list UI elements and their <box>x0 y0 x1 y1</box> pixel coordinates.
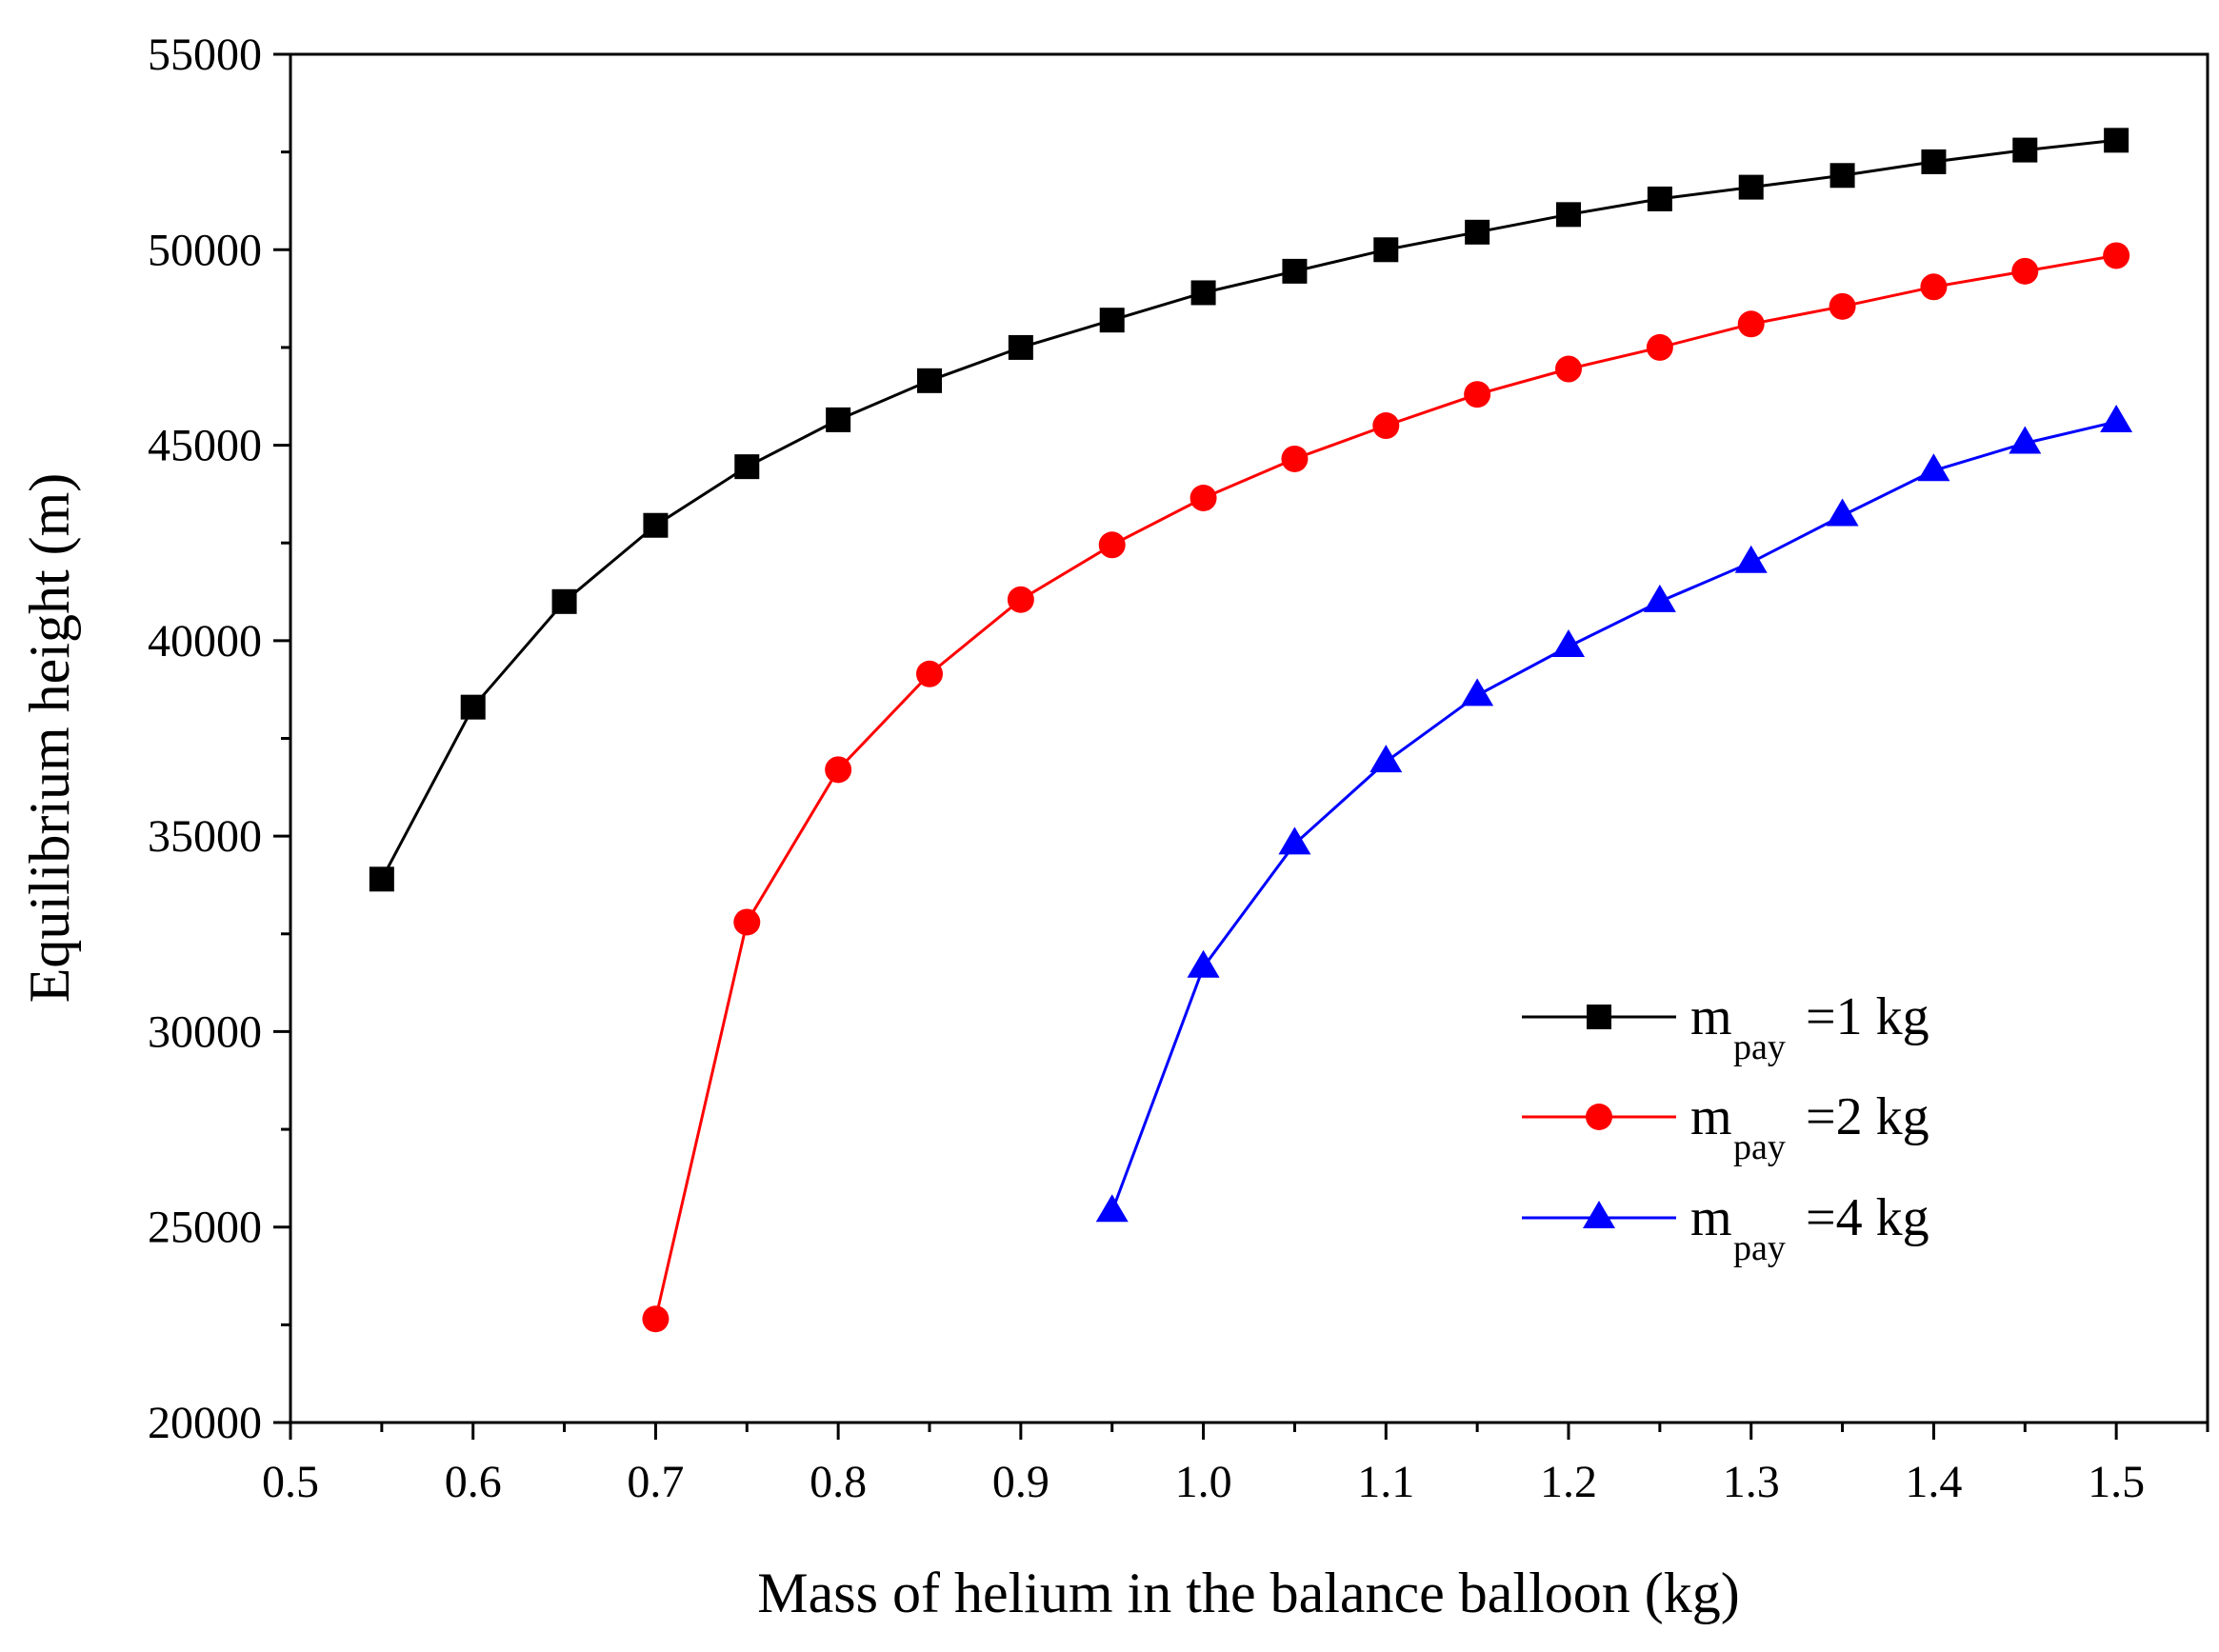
legend-label-value: =4 kg <box>1806 1188 1929 1247</box>
x-tick-label: 1.0 <box>1175 1457 1232 1507</box>
data-point <box>1829 292 1856 320</box>
series-layer <box>369 128 2133 1333</box>
data-point <box>2103 242 2130 269</box>
legend-label-subscript: pay <box>1733 1027 1786 1067</box>
x-tick-label: 1.2 <box>1540 1457 1597 1507</box>
data-point <box>916 660 943 687</box>
y-tick-label: 50000 <box>148 225 262 275</box>
data-point <box>643 512 669 538</box>
data-point <box>1187 949 1220 978</box>
y-tick-label: 35000 <box>148 811 262 862</box>
series-1 <box>369 128 2129 892</box>
data-point <box>551 588 577 614</box>
legend-label: m <box>1690 1188 1732 1247</box>
x-tick-label: 1.5 <box>2088 1457 2145 1507</box>
data-point <box>1278 826 1311 855</box>
data-point <box>1369 745 1403 773</box>
x-tick-label: 0.9 <box>992 1457 1050 1507</box>
legend-label: m <box>1690 1087 1732 1146</box>
y-tick-label: 30000 <box>148 1006 262 1057</box>
data-point <box>1465 219 1490 245</box>
data-point <box>1737 310 1765 338</box>
data-point <box>2009 426 2042 454</box>
x-tick-label: 0.7 <box>627 1457 684 1507</box>
data-point <box>1555 355 1582 383</box>
data-point <box>642 1305 670 1333</box>
data-point <box>1647 186 1672 211</box>
data-point <box>1281 445 1309 472</box>
data-point <box>369 866 394 892</box>
legend-marker <box>1587 1005 1611 1029</box>
x-axis: 0.5 0.6 0.7 0.8 0.9 1.0 1.1 1.2 1.3 1.4 1.5 <box>262 1423 2209 1507</box>
data-point <box>1373 237 1399 263</box>
data-point <box>1734 545 1768 573</box>
legend-label-subscript: pay <box>1733 1228 1786 1268</box>
data-point <box>1095 1194 1129 1223</box>
legend-label-subscript: pay <box>1733 1127 1786 1167</box>
data-point <box>1829 163 1855 189</box>
x-tick-label: 1.4 <box>1905 1457 1962 1507</box>
legend-marker <box>1586 1104 1612 1130</box>
data-point <box>2012 137 2038 163</box>
y-axis: 20000 25000 30000 35000 40000 45000 50000 55000 <box>148 30 290 1448</box>
legend-marker <box>1583 1201 1615 1229</box>
data-point <box>2011 257 2039 285</box>
legend-label: m <box>1690 987 1732 1046</box>
data-point <box>1190 280 1216 306</box>
data-point <box>1643 584 1676 612</box>
x-tick-label: 0.5 <box>262 1457 319 1507</box>
x-tick-label: 1.1 <box>1357 1457 1414 1507</box>
data-point <box>1461 678 1494 707</box>
y-axis-title: Equilibrium height (m) <box>18 473 81 1004</box>
series-line <box>1110 420 2117 1212</box>
data-point <box>1282 258 1308 284</box>
legend-label-value: =1 kg <box>1806 987 1929 1046</box>
y-tick-label: 20000 <box>148 1398 262 1448</box>
series-line <box>380 138 2117 881</box>
data-point <box>1920 273 1948 301</box>
data-point <box>826 407 851 432</box>
data-point <box>1189 484 1217 511</box>
data-point <box>917 368 942 393</box>
data-point <box>1372 412 1400 440</box>
data-point <box>2100 404 2133 432</box>
data-point <box>1921 149 1947 174</box>
series-2 <box>642 242 2130 1333</box>
data-point <box>1008 334 1033 360</box>
data-point <box>733 908 761 936</box>
y-tick-label: 55000 <box>148 30 262 80</box>
data-point <box>2104 128 2129 153</box>
data-point <box>1007 586 1034 613</box>
y-tick-label: 25000 <box>148 1203 262 1253</box>
data-point <box>1917 453 1950 482</box>
x-tick-label: 0.6 <box>445 1457 502 1507</box>
data-point <box>460 694 486 720</box>
data-point <box>1464 381 1491 408</box>
data-point <box>825 756 852 784</box>
y-tick-label: 45000 <box>148 421 262 471</box>
legend-label-value: =2 kg <box>1806 1087 1929 1146</box>
x-tick-label: 0.8 <box>810 1457 867 1507</box>
data-point <box>1738 174 1764 200</box>
data-point <box>1556 202 1581 228</box>
series-3 <box>1095 404 2133 1223</box>
data-point <box>734 454 760 480</box>
y-tick-label: 40000 <box>148 616 262 667</box>
x-tick-label: 1.3 <box>1723 1457 1780 1507</box>
x-axis-title: Mass of helium in the balance balloon (k… <box>757 1562 1739 1624</box>
data-point <box>1099 308 1125 333</box>
data-point <box>1826 498 1859 527</box>
data-point <box>1098 531 1126 559</box>
data-point <box>1646 333 1673 361</box>
data-point <box>1552 629 1585 658</box>
